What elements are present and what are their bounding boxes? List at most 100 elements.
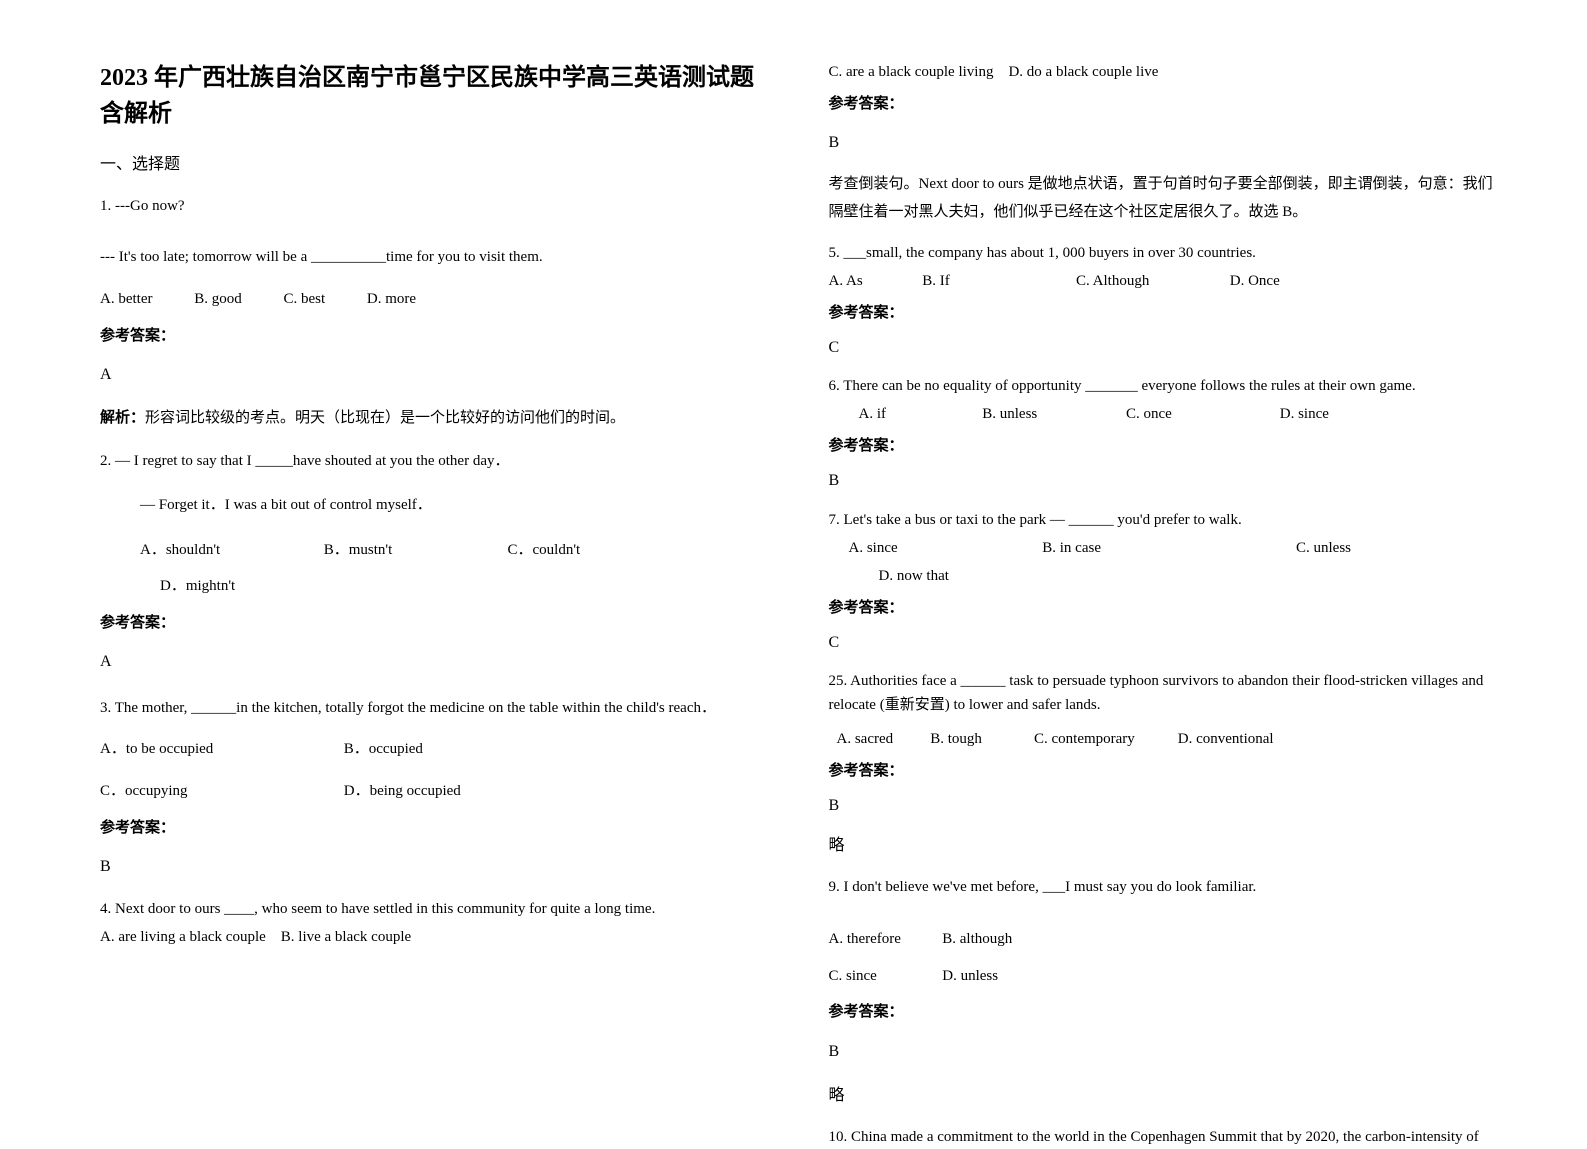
q3-opt-a: A．to be occupied — [100, 735, 340, 764]
question-4-continued: C. are a black couple living D. do a bla… — [829, 60, 1498, 227]
q2-line1: 2. — I regret to say that I _____have sh… — [100, 447, 769, 476]
section-heading: 一、选择题 — [100, 150, 769, 174]
q1-opt-b: B. good — [194, 285, 242, 314]
q3-opt-d: D．being occupied — [344, 777, 584, 806]
q6-line1: 6. There can be no equality of opportuni… — [829, 374, 1498, 398]
q1-opt-c: C. best — [284, 285, 326, 314]
q3-options-row2: C．occupying D．being occupied — [100, 777, 769, 806]
q2-opt-b: B．mustn't — [324, 536, 484, 565]
q7-opt-d: D. now that — [879, 568, 949, 584]
q2-opt-a: A．shouldn't — [140, 536, 300, 565]
answer-label: 参考答案： — [100, 814, 769, 843]
q7-options-row2: D. now that — [829, 564, 1498, 588]
question-9: 9. I don't believe we've met before, ___… — [829, 873, 1498, 1112]
question-5: 5. ___small, the company has about 1, 00… — [829, 241, 1498, 361]
question-8: 25. Authorities face a ______ task to pe… — [829, 669, 1498, 858]
q8-opt-b: B. tough — [930, 727, 1030, 751]
q7-opt-b: B. in case — [1042, 536, 1292, 560]
q7-opt-a: A. since — [849, 536, 1039, 560]
q9-opt-d: D. unless — [942, 968, 998, 984]
question-7: 7. Let's take a bus or taxi to the park … — [829, 508, 1498, 656]
answer-label: 参考答案： — [829, 596, 1498, 620]
q2-opt-c: C．couldn't — [508, 536, 668, 565]
q5-opt-c: C. Although — [1076, 269, 1226, 293]
q5-opt-d: D. Once — [1230, 273, 1280, 289]
document-title: 2023 年广西壮族自治区南宁市邕宁区民族中学高三英语测试题含解析 — [100, 60, 769, 132]
q9-options-row1: A. therefore B. although — [829, 925, 1498, 954]
q8-omitted: 略 — [829, 833, 1498, 859]
q5-opt-a: A. As — [829, 269, 919, 293]
q3-answer: B — [100, 852, 769, 882]
answer-label: 参考答案： — [829, 759, 1498, 783]
q9-options-row2: C. since D. unless — [829, 962, 1498, 991]
q10-line1: 10. China made a commitment to the world… — [829, 1125, 1498, 1149]
q7-answer: C — [829, 630, 1498, 656]
q1-options: A. better B. good C. best D. more — [100, 285, 769, 314]
question-3: 3. The mother, ______in the kitchen, tot… — [100, 692, 769, 883]
q9-opt-b: B. although — [942, 931, 1012, 947]
q3-opt-b: B．occupied — [344, 735, 584, 764]
q6-answer: B — [829, 468, 1498, 494]
q5-answer: C — [829, 335, 1498, 361]
q4-opt-b: B. live a black couple — [281, 929, 411, 945]
q3-options-row1: A．to be occupied B．occupied — [100, 735, 769, 764]
q9-answer: B — [829, 1037, 1498, 1067]
q5-options: A. As B. If C. Although D. Once — [829, 269, 1498, 293]
q3-opt-c: C．occupying — [100, 777, 340, 806]
q9-opt-c: C. since — [829, 962, 939, 991]
answer-label: 参考答案： — [829, 92, 1498, 116]
q6-options: A. if B. unless C. once D. since — [829, 402, 1498, 426]
q7-opt-c: C. unless — [1296, 540, 1351, 556]
q7-options-row1: A. since B. in case C. unless — [829, 536, 1498, 560]
q4-line1: 4. Next door to ours ____, who seem to h… — [100, 897, 769, 921]
q9-line1: 9. I don't believe we've met before, ___… — [829, 873, 1498, 902]
q2-options-row1: A．shouldn't B．mustn't C．couldn't — [100, 536, 769, 565]
answer-label: 参考答案： — [829, 998, 1498, 1027]
q1-line1: 1. ---Go now? — [100, 192, 769, 221]
q4-explanation: 考查倒装句。Next door to ours 是做地点状语，置于句首时句子要全… — [829, 170, 1498, 227]
q2-answer: A — [100, 647, 769, 677]
q1-opt-a: A. better — [100, 285, 152, 314]
left-column: 2023 年广西壮族自治区南宁市邕宁区民族中学高三英语测试题含解析 一、选择题 … — [100, 60, 799, 1082]
q6-opt-a: A. if — [859, 402, 979, 426]
q8-options: A. sacred B. tough C. contemporary D. co… — [829, 727, 1498, 751]
answer-label: 参考答案： — [829, 434, 1498, 458]
question-6: 6. There can be no equality of opportuni… — [829, 374, 1498, 494]
q4-opt-d: D. do a black couple live — [1008, 64, 1158, 80]
q8-opt-a: A. sacred — [837, 727, 927, 751]
q4-options-row1: A. are living a black couple B. live a b… — [100, 925, 769, 949]
q8-line1: 25. Authorities face a ______ task to pe… — [829, 669, 1498, 717]
q8-answer: B — [829, 793, 1498, 819]
question-4: 4. Next door to ours ____, who seem to h… — [100, 897, 769, 949]
q3-line1: 3. The mother, ______in the kitchen, tot… — [100, 692, 769, 725]
answer-label: 参考答案： — [100, 609, 769, 638]
q1-opt-d: D. more — [367, 285, 416, 314]
answer-label: 参考答案： — [100, 322, 769, 351]
q9-omitted: 略 — [829, 1081, 1498, 1111]
q2-line2: — Forget it．I was a bit out of control m… — [100, 491, 769, 520]
q4-opt-c: C. are a black couple living — [829, 64, 994, 80]
q1-explanation: 解析：形容词比较级的考点。明天（比现在）是一个比较好的访问他们的时间。 — [100, 404, 769, 433]
q6-opt-d: D. since — [1280, 406, 1329, 422]
exam-page: 2023 年广西壮族自治区南宁市邕宁区民族中学高三英语测试题含解析 一、选择题 … — [0, 0, 1587, 1122]
q6-opt-c: C. once — [1126, 402, 1276, 426]
q7-line1: 7. Let's take a bus or taxi to the park … — [829, 508, 1498, 532]
q9-opt-a: A. therefore — [829, 925, 939, 954]
question-2: 2. — I regret to say that I _____have sh… — [100, 447, 769, 678]
q2-opt-d: D．mightn't — [160, 578, 235, 594]
q1-line2: --- It's too late; tomorrow will be a __… — [100, 243, 769, 272]
q4-opt-a: A. are living a black couple — [100, 929, 266, 945]
q2-options-row2: D．mightn't — [100, 572, 769, 601]
question-1: 1. ---Go now? --- It's too late; tomorro… — [100, 192, 769, 433]
q1-answer: A — [100, 360, 769, 390]
q5-opt-b: B. If — [922, 269, 1072, 293]
q4-options-row2: C. are a black couple living D. do a bla… — [829, 60, 1498, 84]
answer-label: 参考答案： — [829, 301, 1498, 325]
q8-opt-d: D. conventional — [1178, 731, 1274, 747]
q5-line1: 5. ___small, the company has about 1, 00… — [829, 241, 1498, 265]
q8-opt-c: C. contemporary — [1034, 727, 1174, 751]
q4-answer: B — [829, 130, 1498, 156]
question-10: 10. China made a commitment to the world… — [829, 1125, 1498, 1149]
right-column: C. are a black couple living D. do a bla… — [799, 60, 1498, 1082]
q6-opt-b: B. unless — [982, 402, 1122, 426]
